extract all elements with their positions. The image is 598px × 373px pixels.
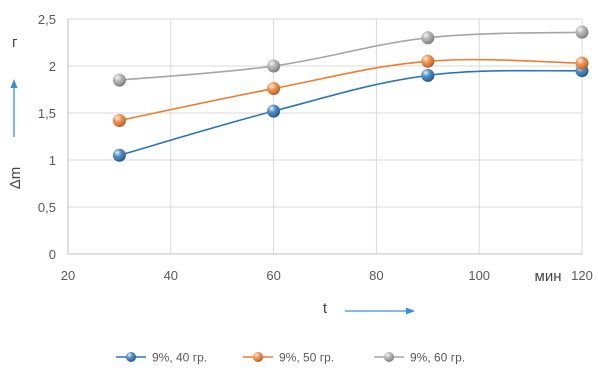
y-tick-label: 2 xyxy=(49,59,56,74)
x-tick-label: 60 xyxy=(266,268,280,283)
series-line xyxy=(119,58,583,122)
series-line xyxy=(119,31,583,81)
legend-label: 9%, 60 гр. xyxy=(410,351,465,365)
legend-label: 9%, 50 гр. xyxy=(279,351,334,365)
data-point-highlight xyxy=(421,54,435,68)
x-tick-label: 100 xyxy=(468,268,490,283)
series-group xyxy=(112,25,589,162)
data-point-highlight xyxy=(421,68,435,82)
data-point-highlight xyxy=(575,25,589,39)
legend-marker-highlight xyxy=(126,352,136,362)
x-axis-label: t xyxy=(323,300,328,317)
data-point-highlight xyxy=(267,59,281,73)
x-arrow-head-icon xyxy=(406,307,415,315)
data-point-highlight xyxy=(267,104,281,118)
y-tick-label: 1,5 xyxy=(38,106,56,121)
x-tick-label: 20 xyxy=(61,268,75,283)
x-tick-label: 80 xyxy=(369,268,383,283)
data-point-highlight xyxy=(112,148,126,162)
y-arrow-head-icon xyxy=(10,79,18,88)
axes: 0 0,5 1 1,5 2 2,5 20 40 60 80 100 120 xyxy=(38,12,593,283)
y-tick-label: 1 xyxy=(49,153,56,168)
data-point-highlight xyxy=(112,114,126,128)
data-point-highlight xyxy=(267,82,281,96)
data-point-highlight xyxy=(575,56,589,70)
series-line xyxy=(119,69,583,157)
grid xyxy=(68,18,583,254)
legend-marker-highlight xyxy=(384,352,394,362)
data-point-highlight xyxy=(421,31,435,45)
axis-arrows xyxy=(10,79,415,315)
data-point-highlight xyxy=(112,73,126,87)
y-axis-label: Δm xyxy=(7,167,24,190)
x-unit-label: мин xyxy=(535,268,562,285)
y-unit-label: г xyxy=(12,34,18,51)
legend: 9%, 40 гр. 9%, 50 гр. 9%, 60 гр. xyxy=(116,351,465,365)
x-tick-label: 120 xyxy=(571,268,593,283)
y-tick-label: 0 xyxy=(49,247,56,262)
legend-marker-highlight xyxy=(253,352,263,362)
axis-labels: г Δm мин t xyxy=(7,34,561,317)
y-tick-label: 0,5 xyxy=(38,200,56,215)
x-tick-label: 40 xyxy=(164,268,178,283)
y-tick-label: 2,5 xyxy=(38,12,56,27)
legend-label: 9%, 40 гр. xyxy=(152,351,207,365)
